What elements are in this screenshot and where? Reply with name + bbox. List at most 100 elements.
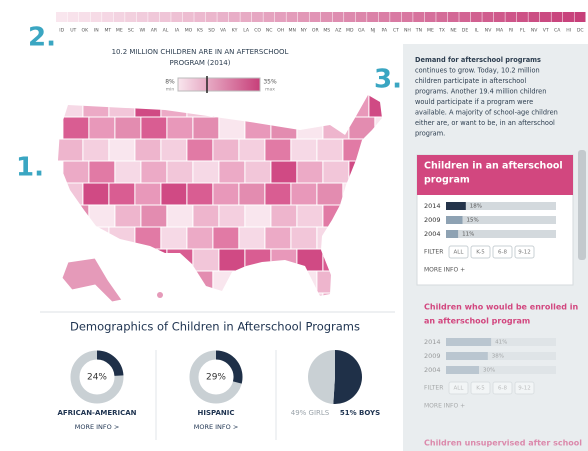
state[interactable] <box>186 182 214 206</box>
state[interactable] <box>316 138 344 162</box>
panel-title[interactable]: program <box>424 175 470 186</box>
state[interactable] <box>186 138 214 162</box>
state[interactable] <box>212 138 240 162</box>
panel-title[interactable]: an afterschool program <box>424 317 530 326</box>
state[interactable] <box>192 160 220 184</box>
state-swatch[interactable] <box>470 12 482 22</box>
state[interactable] <box>192 204 220 228</box>
state-swatch[interactable] <box>148 12 160 22</box>
state[interactable] <box>316 182 344 206</box>
state[interactable] <box>160 182 188 206</box>
state[interactable] <box>264 226 292 250</box>
state-swatch[interactable] <box>390 12 402 22</box>
state[interactable] <box>82 138 110 162</box>
state-swatch[interactable] <box>401 12 413 22</box>
state[interactable] <box>192 116 220 140</box>
state-swatch[interactable] <box>355 12 367 22</box>
state-swatch[interactable] <box>136 12 148 22</box>
state[interactable] <box>108 182 136 206</box>
state-swatch[interactable] <box>528 12 540 22</box>
state-swatch[interactable] <box>159 12 171 22</box>
state-swatch[interactable] <box>344 12 356 22</box>
state[interactable] <box>192 248 220 272</box>
state[interactable] <box>212 226 240 250</box>
more-info-link[interactable]: MORE INFO > <box>75 423 120 431</box>
state[interactable] <box>270 160 298 184</box>
state-swatch[interactable] <box>505 12 517 22</box>
state[interactable] <box>218 204 246 228</box>
filter-text[interactable]: K-5 <box>476 386 485 392</box>
state[interactable] <box>134 138 162 162</box>
hawaii[interactable] <box>157 292 163 298</box>
panel-title[interactable]: Children who would be enrolled in <box>424 303 578 312</box>
state[interactable] <box>62 116 90 140</box>
state[interactable] <box>218 160 246 184</box>
state-swatch[interactable] <box>516 12 528 22</box>
state[interactable] <box>140 160 168 184</box>
state[interactable] <box>290 138 318 162</box>
state[interactable] <box>140 204 168 228</box>
state-swatch[interactable] <box>309 12 321 22</box>
state-swatch[interactable] <box>436 12 448 22</box>
state-swatch[interactable] <box>378 12 390 22</box>
state[interactable] <box>160 138 188 162</box>
state-swatch[interactable] <box>424 12 436 22</box>
filter-text[interactable]: ALL <box>454 386 465 392</box>
state-swatch[interactable] <box>321 12 333 22</box>
state-swatch[interactable] <box>263 12 275 22</box>
state-swatch[interactable] <box>482 12 494 22</box>
filter-text[interactable]: 6-8 <box>498 250 507 256</box>
state[interactable] <box>238 226 266 250</box>
state[interactable] <box>238 138 266 162</box>
state[interactable] <box>166 160 194 184</box>
state-swatch[interactable] <box>274 12 286 22</box>
state[interactable] <box>114 204 142 228</box>
state[interactable] <box>290 226 318 250</box>
filter-text[interactable]: 9-12 <box>518 250 530 256</box>
more-info[interactable]: MORE INFO + <box>424 403 465 410</box>
filter-button[interactable] <box>470 245 491 259</box>
state-swatch[interactable] <box>413 12 425 22</box>
state-swatch[interactable] <box>251 12 263 22</box>
state[interactable] <box>244 204 272 228</box>
state[interactable] <box>114 160 142 184</box>
state-swatch[interactable] <box>171 12 183 22</box>
filter-button[interactable] <box>514 245 535 259</box>
state-swatch[interactable] <box>459 12 471 22</box>
state[interactable] <box>186 226 214 250</box>
state[interactable] <box>166 204 194 228</box>
state-swatch[interactable] <box>332 12 344 22</box>
state-swatch[interactable] <box>551 12 563 22</box>
filter-text[interactable]: 6-8 <box>498 386 507 392</box>
state[interactable] <box>114 116 142 140</box>
state[interactable] <box>270 204 298 228</box>
state[interactable] <box>108 138 136 162</box>
more-info[interactable]: MORE INFO + <box>424 267 465 274</box>
more-info-link[interactable]: MORE INFO > <box>194 423 239 431</box>
state-swatch[interactable] <box>493 12 505 22</box>
filter-button[interactable] <box>448 381 469 395</box>
state[interactable] <box>62 160 90 184</box>
state-swatch[interactable] <box>574 12 586 22</box>
panel-title[interactable]: Children in an afterschool <box>424 161 563 172</box>
state[interactable] <box>244 160 272 184</box>
state-swatch[interactable] <box>447 12 459 22</box>
state-swatch[interactable] <box>562 12 574 22</box>
filter-button[interactable] <box>470 381 491 395</box>
filter-button[interactable] <box>492 245 513 259</box>
filter-button[interactable] <box>492 381 513 395</box>
state-swatch[interactable] <box>113 12 125 22</box>
state-swatch[interactable] <box>286 12 298 22</box>
state-swatch[interactable] <box>194 12 206 22</box>
state-swatch[interactable] <box>125 12 137 22</box>
state-swatch[interactable] <box>79 12 91 22</box>
state[interactable] <box>290 182 318 206</box>
state[interactable] <box>140 116 168 140</box>
state[interactable] <box>296 160 324 184</box>
state[interactable] <box>57 138 84 162</box>
state-swatch[interactable] <box>102 12 114 22</box>
state-swatch[interactable] <box>182 12 194 22</box>
state[interactable] <box>134 182 162 206</box>
state[interactable] <box>88 160 116 184</box>
state[interactable] <box>264 138 292 162</box>
